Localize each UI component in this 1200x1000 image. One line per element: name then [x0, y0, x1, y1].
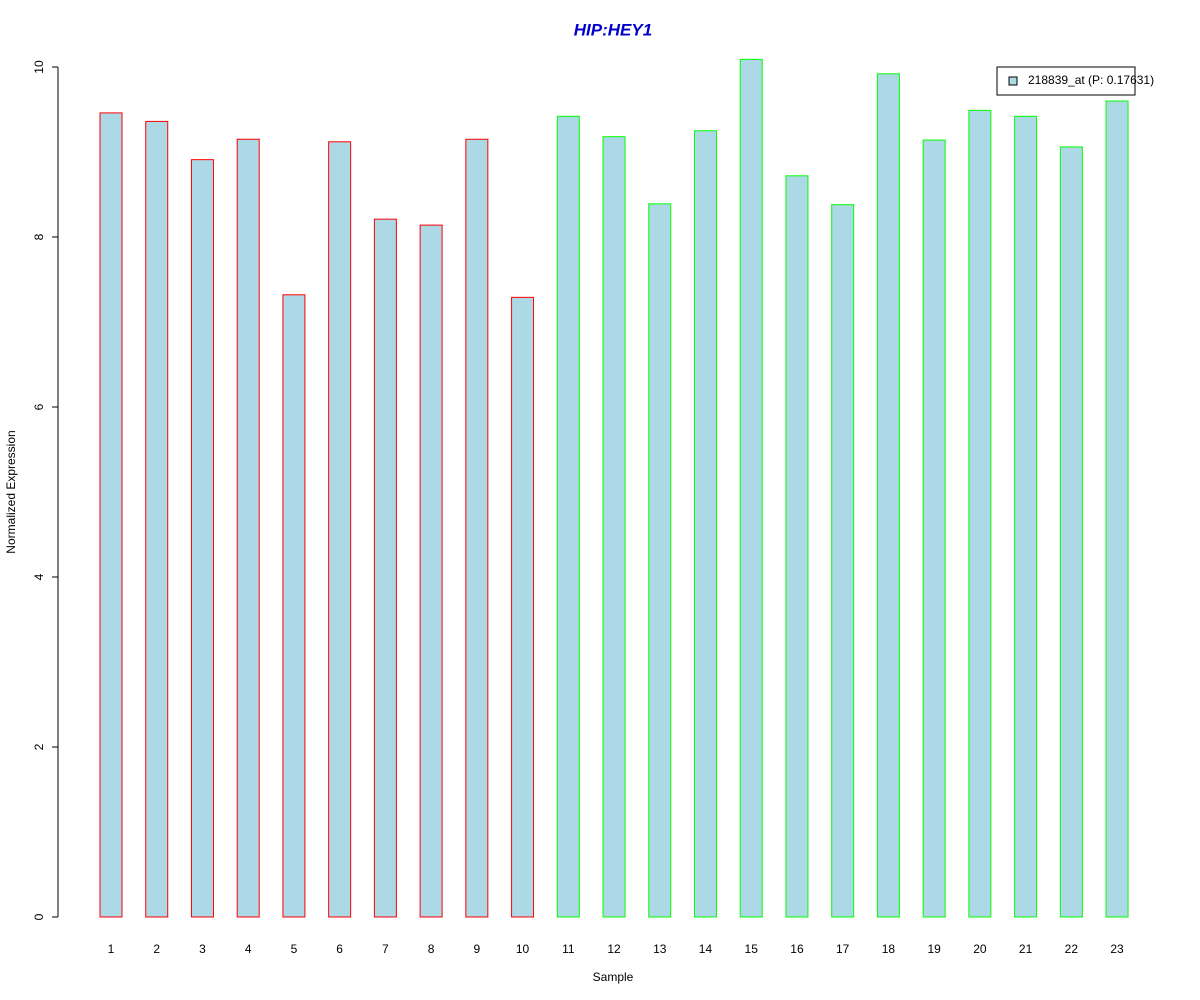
bar [511, 296, 535, 918]
x-tick-label: 23 [1110, 942, 1124, 956]
bar [465, 138, 489, 918]
y-tick-label: 10 [32, 60, 46, 74]
x-axis-label: Sample [593, 970, 634, 984]
bar [190, 159, 214, 918]
y-tick-label: 6 [32, 403, 46, 410]
y-tick-label: 0 [32, 913, 46, 920]
x-tick-label: 10 [516, 942, 530, 956]
chart-title: HIP:HEY1 [574, 20, 652, 39]
bar [1014, 115, 1038, 918]
x-tick-label: 5 [291, 942, 298, 956]
bar [739, 58, 763, 918]
bar [1105, 100, 1129, 918]
bar [419, 224, 443, 918]
x-tick-label: 19 [927, 942, 941, 956]
y-tick-label: 4 [32, 573, 46, 580]
x-tick-label: 12 [607, 942, 621, 956]
x-tick-label: 13 [653, 942, 667, 956]
x-tick-label: 4 [245, 942, 252, 956]
x-tick-label: 14 [699, 942, 713, 956]
x-tick-label: 15 [745, 942, 759, 956]
y-tick-label: 2 [32, 743, 46, 750]
bar [99, 112, 123, 918]
x-tick-label: 18 [882, 942, 896, 956]
bar [602, 136, 626, 918]
bar [876, 73, 900, 918]
bar [693, 130, 717, 918]
legend-label: 218839_at (P: 0.17631) [1028, 73, 1154, 87]
bar [922, 139, 946, 918]
bar [556, 115, 580, 918]
bar [785, 175, 809, 918]
x-tick-label: 11 [562, 942, 575, 956]
x-tick-label: 17 [836, 942, 850, 956]
bar [968, 109, 992, 918]
bar [373, 218, 397, 918]
bar [236, 138, 260, 918]
legend-swatch [1008, 76, 1018, 86]
x-tick-label: 21 [1019, 942, 1033, 956]
bar [328, 141, 352, 918]
y-axis-label: Normalized Expression [4, 430, 18, 553]
x-tick-label: 1 [108, 942, 115, 956]
bar [1059, 146, 1083, 918]
x-tick-label: 3 [199, 942, 206, 956]
x-tick-label: 16 [790, 942, 804, 956]
x-tick-label: 9 [473, 942, 480, 956]
bar [145, 120, 169, 918]
x-tick-label: 8 [428, 942, 435, 956]
x-tick-label: 2 [153, 942, 160, 956]
x-tick-label: 7 [382, 942, 389, 956]
bar [282, 294, 306, 918]
legend-box [996, 66, 1136, 96]
x-tick-label: 22 [1065, 942, 1079, 956]
y-tick-label: 8 [32, 233, 46, 240]
bar [648, 203, 672, 918]
x-tick-label: 20 [973, 942, 987, 956]
bar [831, 204, 855, 918]
x-tick-label: 6 [336, 942, 343, 956]
